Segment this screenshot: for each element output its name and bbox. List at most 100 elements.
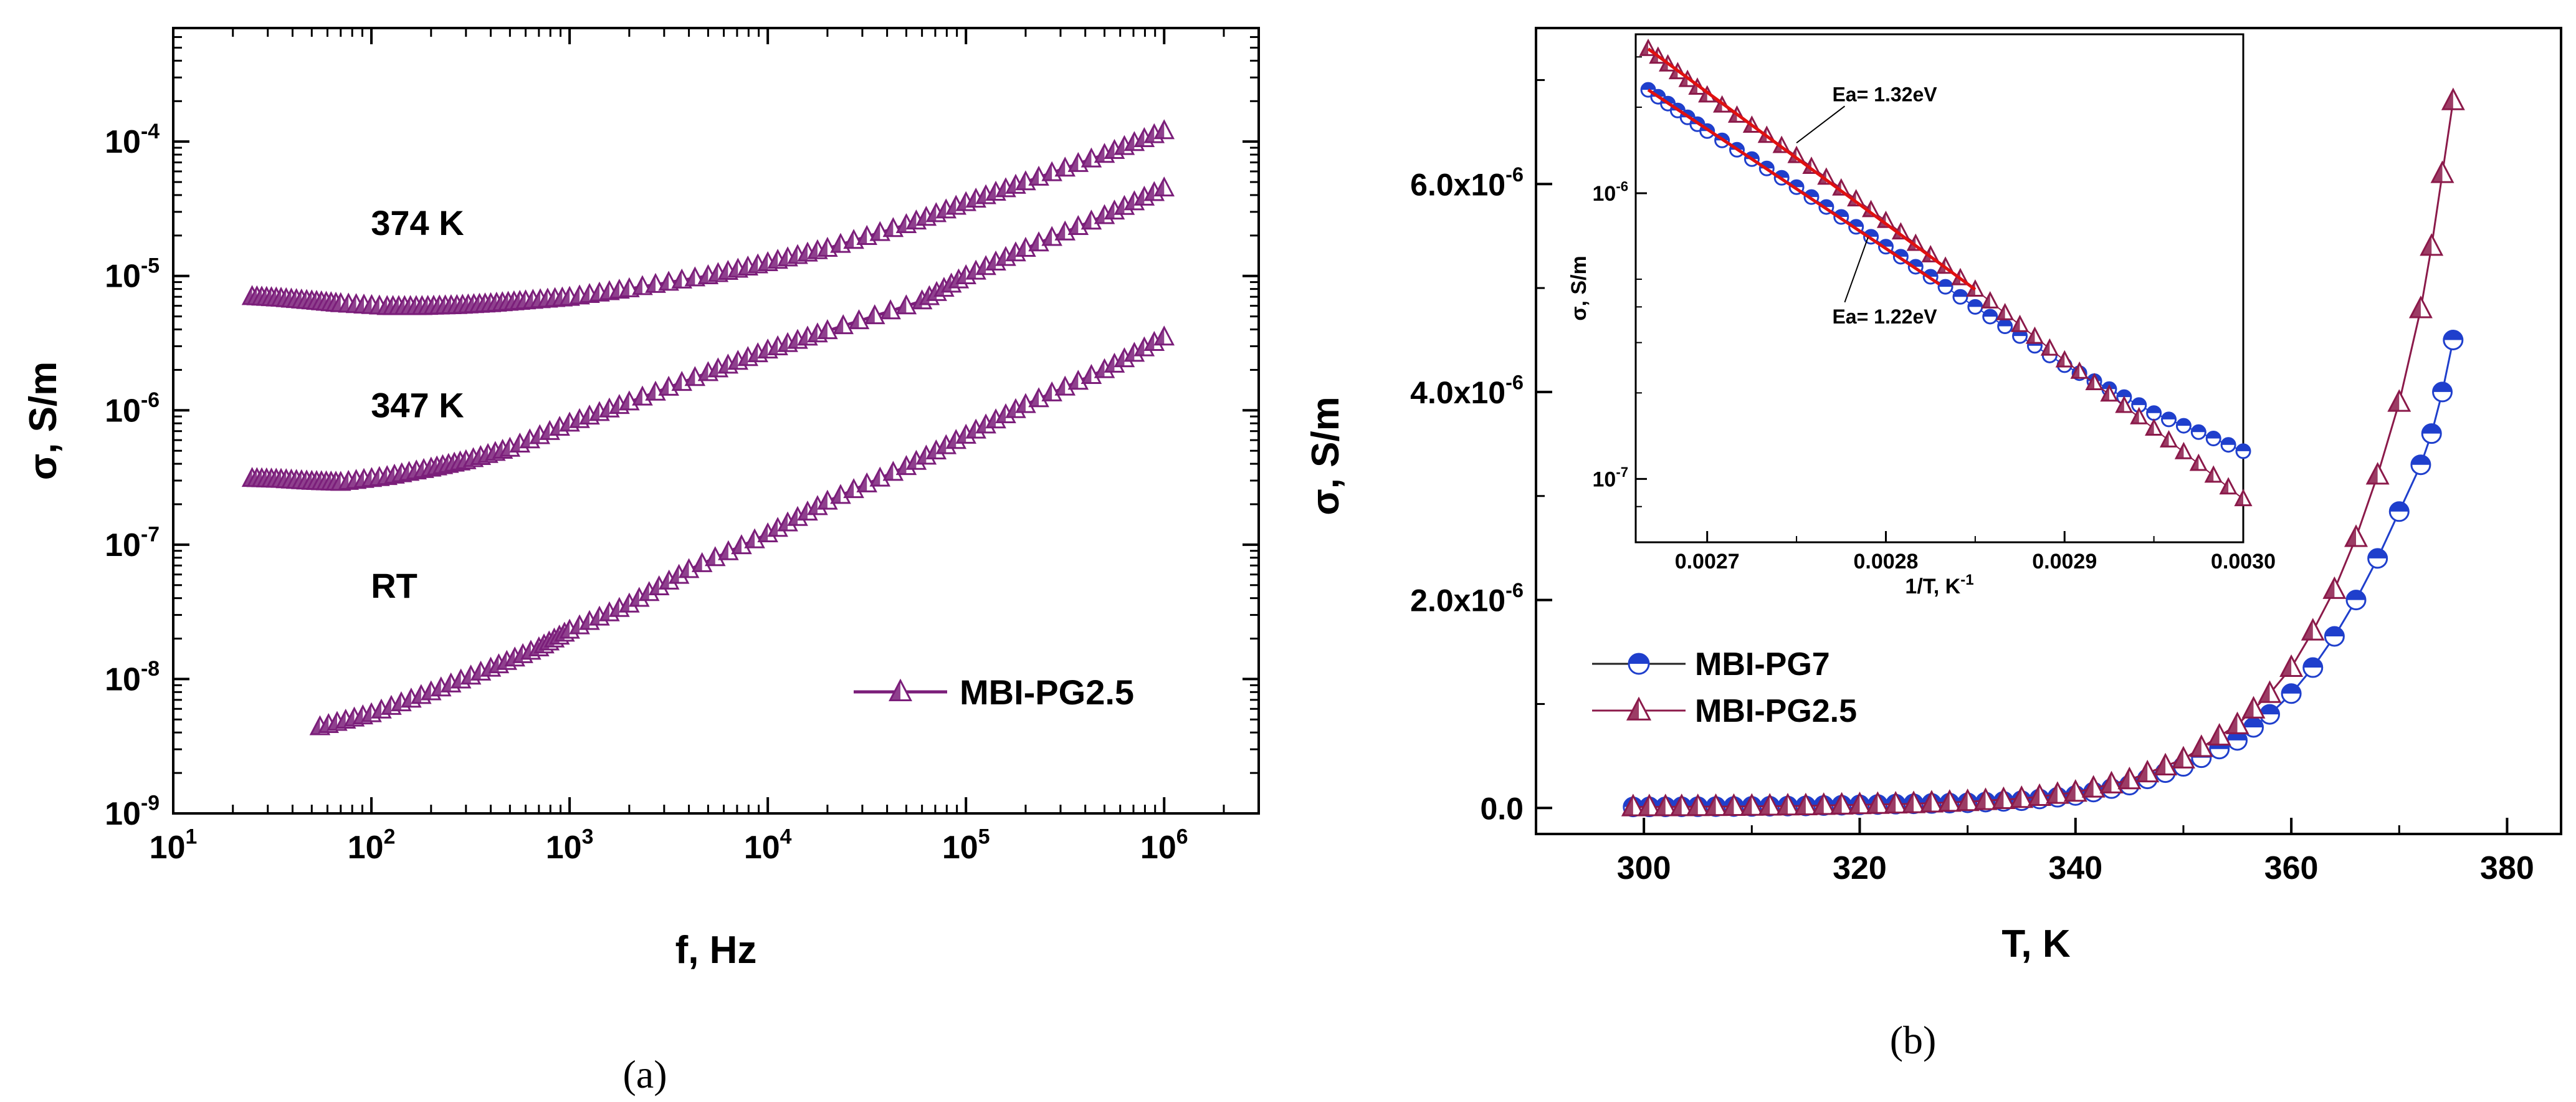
annotation-arrow: [1844, 237, 1869, 303]
inset-data-point: [2025, 326, 2044, 344]
legend-label: MBI-PG2.5: [1695, 693, 1857, 729]
series-annotation: 374 K: [371, 203, 464, 242]
data-point: [817, 489, 838, 510]
data-point: [2410, 454, 2431, 476]
legend-marker: [1628, 653, 1650, 675]
data-point: [1848, 792, 1872, 815]
data-point: [1041, 381, 1062, 401]
data-point: [856, 472, 877, 492]
data-point: [1866, 791, 1890, 814]
inset-x-axis-title: 1/T, K-1: [1905, 572, 1973, 598]
data-point: [1811, 792, 1836, 815]
inset-fit-line: [1647, 89, 1940, 286]
data-point: [2301, 618, 2325, 641]
x-tick-label: 380: [2480, 850, 2534, 886]
data-point: [2117, 767, 2142, 790]
y-tick-label: 10-8: [105, 657, 160, 697]
data-point: [1758, 793, 1782, 816]
inset-data-point: [2040, 338, 2059, 356]
inset-data-point: [2234, 489, 2253, 507]
data-point: [830, 484, 851, 504]
data-point: [1080, 363, 1102, 384]
y-tick-label: 10-4: [105, 120, 160, 160]
inset-data-point: [1982, 309, 1998, 325]
data-point: [2243, 717, 2264, 738]
inset-data-point: [2010, 314, 2030, 332]
inset-y-tick-label: 10-6: [1593, 179, 1628, 206]
inset-data-point: [2100, 384, 2119, 402]
data-point: [882, 461, 904, 481]
inset-data-point: [2070, 361, 2089, 379]
data-point: [704, 546, 726, 567]
series-annotation: 347 K: [371, 385, 464, 424]
data-point: [1637, 793, 1661, 817]
inset-data-point: [2220, 437, 2236, 453]
annotation-arrow: [1796, 105, 1846, 144]
inset-data-point: [2055, 350, 2074, 368]
data-point: [2345, 590, 2367, 611]
y-tick-label: 10-7: [105, 522, 160, 563]
data-point: [2387, 389, 2411, 412]
x-tick-label: 360: [2264, 850, 2319, 886]
data-point: [1973, 787, 1998, 810]
data-point: [2430, 160, 2454, 183]
y-tick-label: 6.0x10-6: [1410, 163, 1524, 203]
data-point: [744, 528, 765, 549]
inset-data-point: [1996, 302, 2015, 320]
inset-chart: 0.0027 0.0028 0.0029 0.0030 10-6 10-7 1/T, K-1…: [1567, 33, 2276, 598]
data-point: [731, 534, 752, 555]
data-point: [718, 540, 739, 560]
chart-panel-b: 300 320 340 360 380 0.0 2.0x10-6 4.0x10-6 6.0x10…: [1304, 27, 2562, 965]
inset-x-tick-label: 0.0028: [1853, 550, 1918, 573]
x-tick-label: 102: [348, 825, 396, 866]
data-point: [2154, 752, 2178, 775]
data-point: [832, 314, 854, 335]
panel-label-b: (b): [1890, 1018, 1937, 1062]
inset-data-point: [2145, 418, 2163, 436]
data-point: [1621, 793, 1645, 817]
data-point: [1653, 793, 1677, 817]
inset-data-point: [1967, 299, 1983, 315]
data-point: [2189, 734, 2213, 757]
data-point: [1793, 792, 1818, 815]
data-point: [2408, 295, 2433, 319]
inset-data-point: [2174, 441, 2193, 459]
inset-data-point: [2115, 395, 2134, 413]
data-point: [1776, 792, 1800, 816]
data-point: [1080, 209, 1102, 230]
data-point: [2258, 680, 2282, 703]
data-point: [2099, 770, 2124, 793]
inset-y-axis-title: σ, S/m: [1567, 256, 1591, 321]
x-axis-title: f, Hz: [675, 929, 757, 972]
data-point: [1884, 790, 1908, 814]
inset-data-point: [2175, 418, 2192, 434]
inset-y-tick-label: 10-7: [1593, 464, 1628, 491]
chart-panel-a: 101 102 103 104 105 106 10-9 10-8 10-7 10-6 10-5 10…: [22, 27, 1260, 972]
inset-data-point: [2190, 424, 2206, 440]
inset-data-point: [2159, 430, 2178, 448]
data-point: [1153, 119, 1175, 140]
legend-label: MBI-PG2.5: [960, 673, 1134, 712]
inset-data-point: [1937, 279, 1953, 295]
data-point: [678, 558, 700, 578]
inset-data-point: [2204, 465, 2223, 483]
inset-fit-line: [1647, 47, 1977, 291]
inset-data-point: [2131, 397, 2147, 413]
inset-data-point: [2161, 411, 2177, 428]
legend-marker: [889, 678, 912, 701]
data-point: [2420, 233, 2444, 256]
data-point: [1992, 786, 2016, 809]
data-point: [2171, 745, 2195, 769]
inset-data-point: [2189, 453, 2208, 471]
inset-data-point: [1952, 289, 1968, 305]
x-tick-label: 106: [1140, 825, 1188, 866]
data-point: [864, 304, 885, 325]
data-point: [2135, 759, 2160, 783]
plot-frame: [1535, 27, 2562, 835]
data-point: [2365, 462, 2390, 485]
y-tick-label: 10-6: [105, 388, 160, 429]
data-point: [1067, 214, 1089, 236]
inset-data-point: [2085, 373, 2104, 391]
x-tick-label: 320: [1833, 850, 1887, 886]
